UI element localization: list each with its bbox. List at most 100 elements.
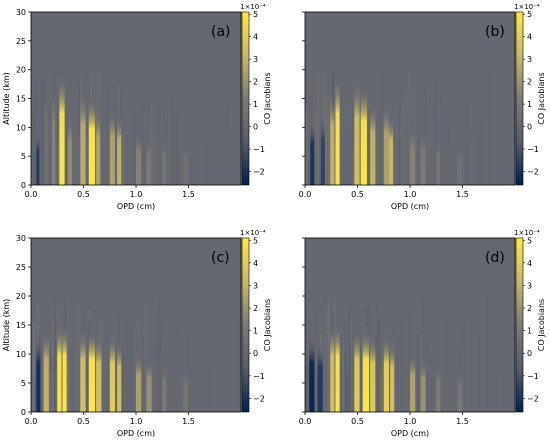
heatmap-stripe — [415, 122, 418, 185]
colorbar-tick-label: 0 — [253, 123, 258, 132]
heatmap-band — [370, 336, 376, 412]
heatmap-stripe — [53, 361, 55, 412]
heatmap-stripe — [235, 101, 237, 185]
panel-3: 0.0 0.5 1.0 1.5 OPD (cm) (d) 5 4 3 2 1 0 −1 −2 1×10⁻⁴ C… — [299, 229, 546, 438]
y-tick-label: 20 — [16, 66, 26, 75]
heatmap-stripe — [236, 297, 238, 412]
heatmap-stripe — [498, 375, 499, 412]
heatmap-stripe — [122, 134, 124, 185]
colorbar-tick-label: 1 — [253, 100, 258, 109]
heatmap-stripe — [349, 343, 351, 412]
heatmap-stripe — [133, 111, 135, 185]
heatmap-stripe — [227, 74, 229, 185]
heatmap-stripe — [427, 147, 429, 185]
heatmap-stripe — [377, 118, 379, 185]
colorbar-multiplier: 1×10⁻⁴ — [514, 3, 540, 11]
heatmap-stripe — [142, 333, 144, 412]
heatmap-stripe — [406, 373, 407, 412]
heatmap-stripe — [379, 365, 381, 412]
heatmap-band — [383, 336, 389, 412]
heatmap-stripe — [41, 373, 43, 412]
heatmap-stripe — [156, 135, 157, 185]
heatmap-stripe — [150, 100, 152, 185]
heatmap-stripe — [76, 305, 78, 412]
heatmap-band — [80, 330, 86, 412]
heatmap-stripe — [234, 323, 236, 412]
heatmap-band — [109, 110, 115, 185]
y-tick-label: 0 — [21, 408, 26, 417]
heatmap-band — [436, 365, 441, 412]
heatmap-stripe — [163, 297, 165, 412]
heatmap-stripe — [340, 129, 343, 185]
y-tick-label: 10 — [16, 123, 26, 132]
heatmap-stripe — [75, 361, 76, 412]
heatmap-stripe — [213, 326, 215, 412]
heatmap-stripe — [129, 324, 131, 412]
heatmap-stripe — [327, 297, 329, 412]
heatmap-stripe — [154, 341, 156, 412]
heatmap-stripe — [491, 108, 493, 185]
panel-label: (b) — [485, 24, 505, 40]
heatmap-stripe — [442, 303, 443, 412]
heatmap-stripe — [133, 329, 135, 412]
y-tick-label: 5 — [21, 152, 26, 161]
heatmap-stripe — [168, 315, 170, 412]
heatmap-stripe — [471, 356, 472, 412]
y-tick-label: 30 — [16, 8, 26, 17]
heatmap-band — [410, 354, 416, 412]
heatmap-stripe — [486, 296, 488, 412]
heatmap-band — [320, 115, 325, 185]
heatmap-stripe — [351, 316, 352, 412]
colorbar-tick-label: 3 — [527, 55, 532, 64]
heatmap-band — [420, 133, 426, 185]
heatmap-stripe — [169, 95, 171, 185]
heatmap-stripe — [173, 85, 175, 185]
heatmap-stripe — [133, 311, 134, 412]
heatmap-stripe — [406, 366, 408, 412]
heatmap-stripe — [314, 115, 316, 185]
heatmap-stripe — [34, 73, 36, 185]
heatmap-stripe — [448, 357, 450, 412]
heatmap-stripe — [350, 129, 352, 185]
heatmap-stripe — [86, 359, 88, 412]
heatmap-stripe — [324, 350, 326, 412]
heatmap-stripe — [476, 131, 478, 185]
heatmap-stripe — [46, 117, 48, 185]
heatmap-band — [183, 371, 189, 412]
heatmap-stripe — [361, 320, 363, 412]
heatmap-stripe — [458, 298, 460, 412]
heatmap-band — [335, 325, 340, 412]
heatmap-stripe — [32, 115, 35, 185]
heatmap-stripe — [462, 79, 465, 185]
heatmap-band — [88, 330, 96, 412]
heatmap-stripe — [188, 333, 190, 412]
x-tick-label: 1.5 — [456, 190, 469, 199]
heatmap-stripe — [85, 92, 87, 185]
y-axis-label: Altitude (km) — [2, 299, 11, 351]
heatmap-stripe — [61, 335, 63, 412]
heatmap-stripe — [100, 318, 103, 412]
heatmap-stripe — [107, 89, 109, 185]
heatmap-stripe — [123, 89, 125, 185]
heatmap-stripe — [223, 321, 225, 412]
heatmap-stripe — [494, 131, 497, 185]
heatmap-stripe — [151, 98, 153, 185]
heatmap-band — [146, 359, 152, 412]
heatmap-stripe — [462, 351, 464, 412]
x-tick-label: 0.5 — [351, 417, 364, 426]
heatmap-band — [80, 92, 86, 185]
heatmap-stripe — [368, 307, 370, 412]
heatmap-stripe — [207, 353, 208, 412]
heatmap-stripe — [468, 71, 469, 185]
heatmap-stripe — [434, 70, 436, 185]
heatmap-stripe — [433, 309, 435, 412]
colorbar-tick-label: 4 — [527, 33, 532, 42]
heatmap-stripe — [127, 296, 129, 412]
heatmap-stripe — [158, 81, 160, 185]
heatmap-band — [410, 127, 416, 185]
heatmap-stripe — [194, 81, 196, 185]
heatmap-stripe — [350, 141, 352, 185]
heatmap-stripe — [380, 73, 382, 185]
heatmap-stripe — [468, 141, 471, 185]
